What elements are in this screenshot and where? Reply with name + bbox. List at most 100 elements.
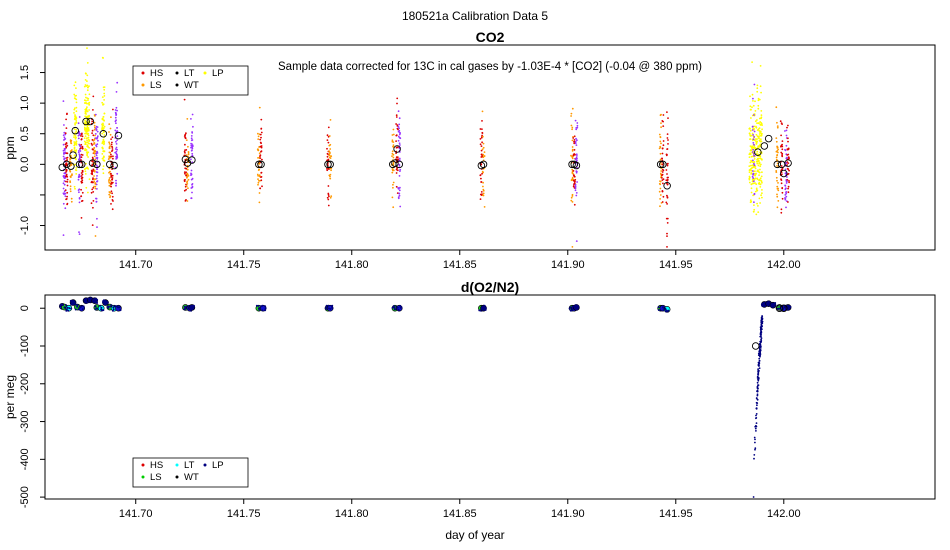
o2n2-x-tick-label: 141.95 <box>659 508 693 520</box>
co2-point <box>482 156 485 159</box>
co2-point <box>757 211 760 214</box>
co2-point <box>73 143 76 146</box>
co2-point <box>573 142 576 145</box>
co2-mean-marker <box>656 160 665 169</box>
o2n2-point <box>68 307 71 310</box>
co2-point <box>327 192 330 195</box>
co2-point <box>749 153 752 156</box>
co2-point <box>753 143 755 146</box>
o2n2-x-tick-label: 141.75 <box>227 508 261 520</box>
co2-point <box>73 136 75 139</box>
co2-point <box>756 119 758 121</box>
co2-point <box>114 111 117 114</box>
co2-point <box>779 120 782 123</box>
co2-point <box>574 187 577 190</box>
co2-point <box>752 142 755 144</box>
o2n2-legend-marker <box>141 463 145 467</box>
co2-point <box>482 142 485 145</box>
co2-point <box>102 138 105 141</box>
co2-point <box>760 175 763 178</box>
o2n2-point <box>575 308 578 311</box>
co2-point <box>483 206 486 208</box>
co2-point <box>756 140 758 143</box>
co2-point <box>759 157 762 160</box>
co2-point <box>479 198 482 201</box>
co2-point <box>787 185 790 188</box>
o2n2-point <box>84 298 87 300</box>
co2-point <box>108 151 111 154</box>
co2-point <box>96 137 98 140</box>
co2-y-tick-label: 0.0 <box>19 157 31 172</box>
co2-point <box>777 189 780 192</box>
co2-mean-marker <box>75 160 84 169</box>
co2-point <box>753 130 756 133</box>
co2-point <box>753 164 756 167</box>
o2n2-y-tick-label: -500 <box>19 486 31 508</box>
co2-point <box>751 180 754 183</box>
co2-point <box>397 187 400 189</box>
co2-point <box>482 194 484 197</box>
co2-point <box>62 175 65 178</box>
co2-point <box>572 153 575 156</box>
co2-point <box>570 196 573 199</box>
co2-point <box>573 139 576 141</box>
co2-point <box>753 139 756 142</box>
co2-point <box>483 151 486 154</box>
co2-point <box>259 138 262 141</box>
co2-point <box>480 149 483 152</box>
co2-point <box>479 138 482 140</box>
co2-point <box>81 147 84 150</box>
co2-point <box>86 154 88 157</box>
co2-point <box>79 145 82 148</box>
co2-point <box>480 181 483 183</box>
co2-point <box>481 172 483 175</box>
co2-point <box>776 121 778 124</box>
co2-point <box>75 120 78 122</box>
co2-point <box>757 122 760 125</box>
o2n2-point <box>66 306 69 309</box>
co2-point <box>753 83 756 86</box>
co2-point <box>83 140 86 143</box>
co2-point <box>103 119 105 122</box>
o2n2-point <box>63 306 66 309</box>
o2n2-point <box>67 309 70 312</box>
co2-point <box>186 181 188 184</box>
o2n2-dip-point <box>753 457 755 460</box>
co2-mean-marker <box>760 142 769 150</box>
co2-point <box>787 153 790 156</box>
co2-point <box>73 128 76 131</box>
co2-point <box>109 170 111 173</box>
o2n2-x-tick-label: 141.90 <box>551 508 585 520</box>
co2-point <box>571 246 574 248</box>
co2-point <box>116 155 119 157</box>
co2-point <box>480 153 483 156</box>
co2-point <box>785 144 788 147</box>
co2-point <box>116 148 118 151</box>
co2-point <box>666 203 668 205</box>
co2-point <box>662 182 664 185</box>
co2-point <box>91 139 94 141</box>
co2-point <box>86 80 88 82</box>
co2-point <box>185 132 187 135</box>
o2n2-dip-point <box>754 441 756 444</box>
co2-point <box>759 202 761 204</box>
co2-point <box>94 133 97 135</box>
co2-point <box>392 145 394 148</box>
co2-point <box>326 196 329 199</box>
co2-point <box>480 145 483 148</box>
co2-point <box>661 168 664 171</box>
co2-point <box>111 136 114 139</box>
co2-point <box>74 137 77 140</box>
co2-point <box>395 116 398 118</box>
co2-point <box>775 106 778 109</box>
co2-point <box>80 175 83 177</box>
co2-point <box>111 195 114 198</box>
o2n2-point <box>102 300 105 303</box>
co2-point <box>750 117 752 119</box>
co2-point <box>73 141 76 143</box>
o2n2-point <box>255 304 258 307</box>
co2-point <box>784 194 787 196</box>
co2-point <box>326 134 329 137</box>
co2-point <box>86 74 89 77</box>
co2-point <box>74 123 76 126</box>
